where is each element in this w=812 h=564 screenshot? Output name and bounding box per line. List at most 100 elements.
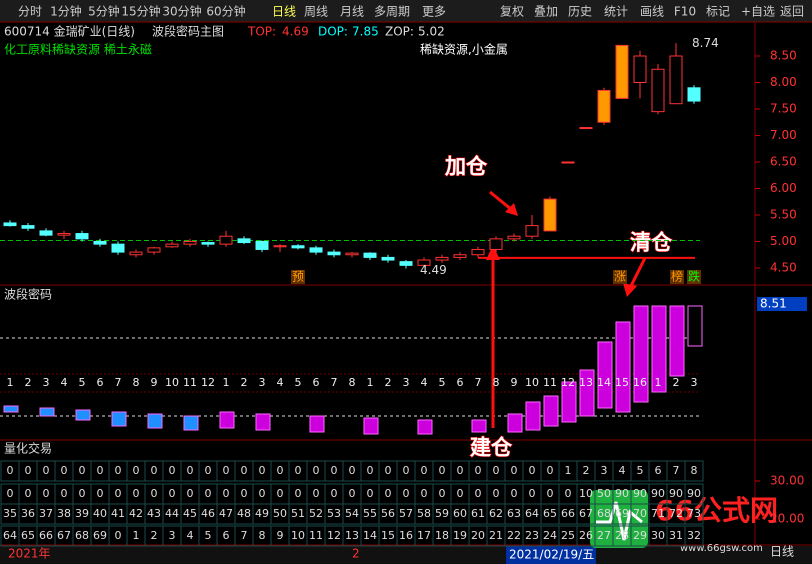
grid-value: 0 bbox=[115, 487, 122, 500]
grid-value: 10 bbox=[579, 487, 593, 500]
grid-value: 70 bbox=[633, 507, 647, 520]
grid-value: 12 bbox=[327, 529, 341, 542]
panel-title: 量化交易 bbox=[4, 441, 52, 456]
candle-body bbox=[453, 254, 467, 258]
toolbar-item[interactable]: 多周期 bbox=[374, 5, 410, 19]
candle-body bbox=[183, 241, 197, 245]
grid-value: 8 bbox=[691, 464, 698, 477]
wave-bar bbox=[255, 413, 271, 431]
candle-body bbox=[345, 252, 359, 256]
grid-value: 69 bbox=[93, 529, 107, 542]
grid-value: 0 bbox=[187, 487, 194, 500]
grid-value: 0 bbox=[511, 487, 518, 500]
grid-value: 5 bbox=[637, 464, 644, 477]
grid-value: 0 bbox=[97, 464, 104, 477]
grid-value: 0 bbox=[133, 487, 140, 500]
candle-body bbox=[363, 252, 377, 258]
grid-value: 52 bbox=[309, 507, 323, 520]
grid-value: 0 bbox=[529, 487, 536, 500]
toolbar-item[interactable]: +自选 bbox=[741, 5, 775, 19]
grid-value: 0 bbox=[457, 487, 464, 500]
toolbar-item[interactable]: F10 bbox=[674, 5, 696, 19]
wave-bar bbox=[309, 415, 325, 433]
grid-value: 0 bbox=[79, 487, 86, 500]
grid-value: 9 bbox=[277, 529, 284, 542]
grid-value: 0 bbox=[475, 487, 482, 500]
grid-value: 54 bbox=[345, 507, 359, 520]
grid-value: 39 bbox=[75, 507, 89, 520]
candle-body bbox=[273, 245, 287, 248]
grid-value: 64 bbox=[3, 529, 17, 542]
candle-body bbox=[147, 247, 161, 253]
watermark-url: www.66gsw.com bbox=[680, 543, 763, 554]
toolbar-item[interactable]: 复权 bbox=[500, 5, 524, 19]
toolbar-item[interactable]: 30分钟 bbox=[162, 4, 201, 19]
sequence-number: 1 bbox=[655, 376, 662, 389]
grid-value: 0 bbox=[331, 464, 338, 477]
candle-body bbox=[633, 55, 647, 83]
wave-bar bbox=[39, 407, 55, 417]
toolbar-item[interactable]: 画线 bbox=[640, 5, 664, 19]
grid-value: 27 bbox=[597, 529, 611, 542]
wave-bar bbox=[3, 405, 19, 413]
toolbar-item[interactable]: 标记 bbox=[706, 5, 730, 19]
candle-body bbox=[111, 243, 125, 253]
quant-axis-label: 20.00 bbox=[770, 512, 804, 526]
toolbar-item[interactable]: 月线 bbox=[340, 5, 364, 19]
status-period[interactable]: 日线 bbox=[770, 545, 794, 559]
grid-value: 8 bbox=[259, 529, 266, 542]
wave-bar bbox=[633, 305, 649, 403]
grid-cell bbox=[684, 503, 704, 525]
price-tick-label: 4.50 bbox=[770, 261, 797, 275]
grid-value: 0 bbox=[7, 487, 14, 500]
grid-value: 0 bbox=[313, 487, 320, 500]
grid-value: 17 bbox=[417, 529, 431, 542]
toolbar-item[interactable]: 分时 bbox=[18, 5, 42, 19]
grid-value: 0 bbox=[241, 464, 248, 477]
grid-value: 56 bbox=[381, 507, 395, 520]
sequence-number: 10 bbox=[165, 376, 179, 389]
top-label: TOP: bbox=[247, 25, 276, 39]
grid-cell bbox=[684, 460, 704, 482]
wave-bar bbox=[579, 369, 595, 417]
candle-body bbox=[651, 68, 665, 113]
grid-value: 0 bbox=[259, 487, 266, 500]
wave-bar bbox=[219, 411, 235, 429]
toolbar-item[interactable]: 统计 bbox=[604, 5, 628, 19]
toolbar-item[interactable]: 返回 bbox=[780, 5, 804, 19]
toolbar-item[interactable]: 5分钟 bbox=[88, 4, 120, 19]
toolbar-item[interactable]: 日线 bbox=[272, 5, 296, 19]
high-label: 8.74 bbox=[692, 36, 719, 50]
grid-value: 0 bbox=[565, 487, 572, 500]
grid-value: 90 bbox=[669, 487, 683, 500]
grid-value: 1 bbox=[565, 464, 572, 477]
grid-value: 6 bbox=[655, 464, 662, 477]
toolbar-item[interactable]: 15分钟 bbox=[121, 4, 160, 19]
marker: 跌 bbox=[688, 269, 700, 284]
candle-body bbox=[327, 251, 341, 256]
toolbar-item[interactable]: 历史 bbox=[568, 5, 592, 19]
candle-body bbox=[525, 225, 539, 237]
dop-label: DOP: bbox=[318, 25, 348, 39]
candle-body bbox=[237, 238, 251, 244]
sequence-number: 4 bbox=[277, 376, 284, 389]
toolbar-item[interactable]: 叠加 bbox=[534, 5, 558, 19]
marker-bg bbox=[613, 270, 627, 284]
sequence-number: 6 bbox=[457, 376, 464, 389]
toolbar-item[interactable]: 60分钟 bbox=[206, 4, 245, 19]
grid-value: 0 bbox=[61, 464, 68, 477]
sequence-number: 4 bbox=[421, 376, 428, 389]
grid-value: 51 bbox=[291, 507, 305, 520]
grid-value: 0 bbox=[115, 529, 122, 542]
grid-value: 63 bbox=[507, 507, 521, 520]
grid-value: 49 bbox=[255, 507, 269, 520]
candle-body bbox=[471, 248, 485, 256]
wave-bar bbox=[669, 305, 685, 377]
wave-bar bbox=[525, 401, 541, 431]
toolbar-item[interactable]: 周线 bbox=[304, 5, 328, 19]
toolbar-item[interactable]: 更多 bbox=[422, 5, 446, 19]
grid-value: 0 bbox=[475, 464, 482, 477]
grid-value: 0 bbox=[439, 464, 446, 477]
grid-value: 18 bbox=[435, 529, 449, 542]
toolbar-item[interactable]: 1分钟 bbox=[50, 4, 82, 19]
